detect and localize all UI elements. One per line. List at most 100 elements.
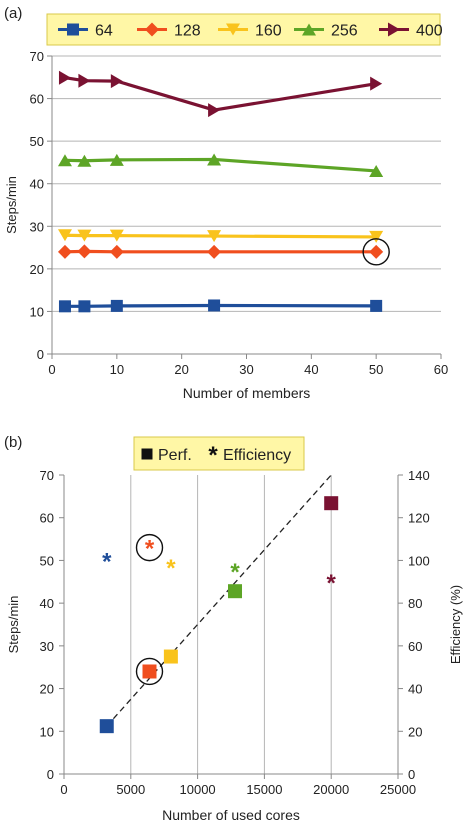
data-point-128	[109, 244, 124, 259]
y2-tick-label: 140	[408, 468, 430, 483]
data-point-128	[207, 244, 222, 259]
y-tick-label: 30	[30, 219, 44, 234]
efficiency-point: *	[166, 555, 176, 582]
data-point-256	[77, 154, 92, 167]
data-point-400	[78, 73, 91, 88]
y-tick-label: 30	[40, 639, 54, 654]
y-tick-label: 70	[40, 468, 54, 483]
efficiency-point: *	[230, 559, 240, 586]
y-tick-label: 10	[30, 304, 44, 319]
y-tick-label: 60	[30, 92, 44, 107]
data-point-160	[369, 230, 384, 243]
grid-b	[130, 475, 399, 774]
y-tick-label: 20	[40, 682, 54, 697]
data-point-160	[109, 229, 124, 242]
annotations-a	[362, 238, 390, 266]
panel-label-a: (a)	[4, 5, 22, 22]
data-point-64	[370, 299, 383, 312]
legend-label-perf: Perf.	[158, 447, 192, 464]
y2-tick-label: 20	[408, 724, 422, 739]
x-tick-label: 60	[434, 362, 448, 377]
legend-marker-256	[302, 23, 316, 36]
y2-tick-label: 60	[408, 639, 422, 654]
x-tick-label: 15000	[246, 782, 282, 797]
x-tick-label: 30	[239, 362, 253, 377]
data-point-128	[57, 244, 72, 259]
legend-label-64: 64	[95, 23, 113, 40]
legend-marker-perf	[141, 448, 153, 460]
y2-tick-label: 100	[408, 553, 430, 568]
legend-label-160: 160	[255, 23, 282, 40]
highlight-circle	[135, 533, 164, 562]
x-tick-label: 20000	[313, 782, 349, 797]
perf-point	[142, 664, 157, 679]
x-tick-label: 40	[304, 362, 318, 377]
y-tick-label: 70	[30, 49, 44, 64]
x-tick-label: 0	[48, 362, 55, 377]
data-point-400	[208, 103, 221, 118]
points-b: * * * * *	[99, 496, 339, 734]
legend-b: Perf. * Efficiency	[133, 436, 305, 471]
data-point-64	[78, 300, 91, 313]
legend-marker-128	[145, 22, 159, 37]
y-tick-label: 50	[30, 134, 44, 149]
legend-label-128: 128	[174, 23, 201, 40]
y2-axis-label-b: Efficiency (%)	[448, 585, 463, 664]
legend-box	[133, 436, 305, 471]
data-point-128	[77, 244, 92, 259]
data-point-400	[370, 76, 383, 91]
y-axis-label-a: Steps/min	[4, 176, 19, 234]
x-tick-label: 20	[174, 362, 188, 377]
data-point-256	[207, 153, 222, 166]
data-point-256	[369, 164, 384, 177]
legend-label-256: 256	[331, 23, 358, 40]
y-tick-label: 60	[40, 511, 54, 526]
data-point-160	[77, 229, 92, 242]
y-tick-label: 10	[40, 724, 54, 739]
legend-marker-400	[388, 22, 400, 37]
panel-label-b: (b)	[4, 434, 22, 451]
x-tick-label: 10	[110, 362, 124, 377]
y2-tick-label: 0	[408, 767, 415, 782]
y-tick-label: 20	[30, 262, 44, 277]
highlight-circle	[135, 657, 164, 686]
data-point-400	[58, 70, 71, 85]
x-axis-label-b: Number of used cores	[162, 807, 300, 823]
data-point-256	[57, 154, 72, 167]
efficiency-point: *	[102, 548, 112, 575]
y-tick-label: 0	[47, 767, 54, 782]
perf-point	[163, 649, 178, 664]
y-tick-label: 40	[30, 177, 44, 192]
data-point-64	[208, 299, 221, 312]
data-point-128	[369, 244, 384, 259]
x-tick-label: 5000	[116, 782, 145, 797]
data-point-64	[110, 299, 123, 312]
legend-label-efficiency: Efficiency	[223, 447, 291, 464]
data-point-400	[110, 74, 123, 89]
y-tick-label: 50	[40, 553, 54, 568]
ticks-b: 0 5000 10000 15000 20000 25000010203040506070…	[40, 468, 430, 797]
legend-a: 64 128 160 256 400	[46, 13, 443, 46]
y-axis-label-b: Steps/min	[6, 596, 21, 654]
data-point-256	[109, 153, 124, 166]
data-point-64	[58, 300, 71, 313]
ticks-a: 0 10 20 30 40 50 60 70 0 10 20 30 40 50 60	[30, 49, 449, 377]
data-point-160	[57, 229, 72, 242]
x-tick-label: 25000	[380, 782, 416, 797]
x-tick-label: 0	[60, 782, 67, 797]
data-point-160	[207, 230, 222, 243]
x-tick-label: 10000	[180, 782, 216, 797]
y2-tick-label: 80	[408, 596, 422, 611]
perf-point	[228, 584, 243, 599]
perf-point	[324, 496, 339, 511]
highlight-circle	[362, 238, 390, 266]
y2-tick-label: 40	[408, 682, 422, 697]
x-axis-label-a: Number of members	[183, 385, 311, 401]
annotations-b	[135, 533, 164, 686]
efficiency-point: *	[327, 570, 337, 597]
series-line-160	[64, 233, 377, 239]
efficiency-point: *	[145, 536, 155, 563]
series-a	[57, 70, 384, 313]
y-tick-label: 0	[37, 347, 44, 362]
